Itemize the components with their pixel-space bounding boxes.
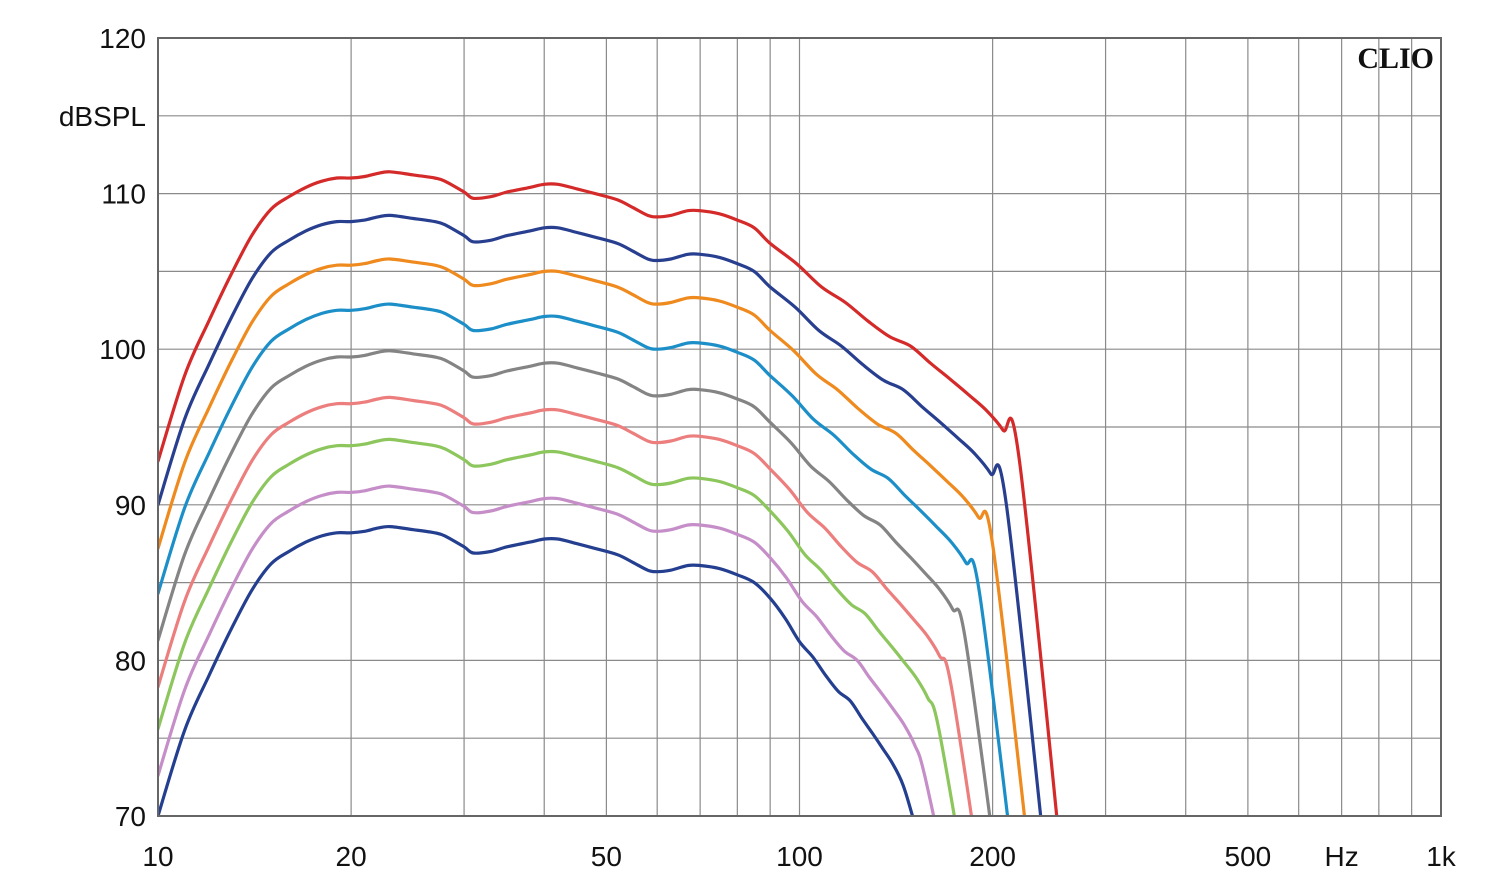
x-tick-labels: 10 20 50 100 200 500 1k <box>142 841 1456 872</box>
series-layer <box>158 170 1059 816</box>
x-tick-label: 1k <box>1426 841 1457 872</box>
series-line-2 <box>158 213 1043 816</box>
series-line-6 <box>158 395 974 816</box>
x-tick-label: 100 <box>776 841 823 872</box>
y-tick-label: 80 <box>115 645 146 676</box>
series-line-4 <box>158 302 1010 816</box>
x-tick-label: 20 <box>336 841 367 872</box>
series-line-1 <box>158 170 1059 816</box>
series-line-8 <box>158 484 936 816</box>
y-axis-label: dBSPL <box>59 101 146 132</box>
y-tick-label: 100 <box>99 334 146 365</box>
grid <box>158 38 1441 816</box>
y-tick-label: 90 <box>115 490 146 521</box>
x-tick-label: 200 <box>969 841 1016 872</box>
x-axis-unit: Hz <box>1325 841 1359 872</box>
series-line-9 <box>158 524 915 816</box>
series-line-3 <box>158 257 1027 816</box>
x-tick-label: 10 <box>142 841 173 872</box>
y-tick-label: 110 <box>101 179 146 210</box>
plot-frame <box>157 37 1442 817</box>
series-line-7 <box>158 437 956 816</box>
clio-brand-label: CLIO <box>1357 42 1434 75</box>
y-tick-labels: 120 110 100 90 80 70 <box>99 23 146 832</box>
series-line-5 <box>158 349 992 816</box>
y-tick-label: 70 <box>115 801 146 832</box>
x-tick-label: 50 <box>591 841 622 872</box>
y-tick-label: 120 <box>99 23 146 54</box>
x-tick-label: 500 <box>1225 841 1272 872</box>
